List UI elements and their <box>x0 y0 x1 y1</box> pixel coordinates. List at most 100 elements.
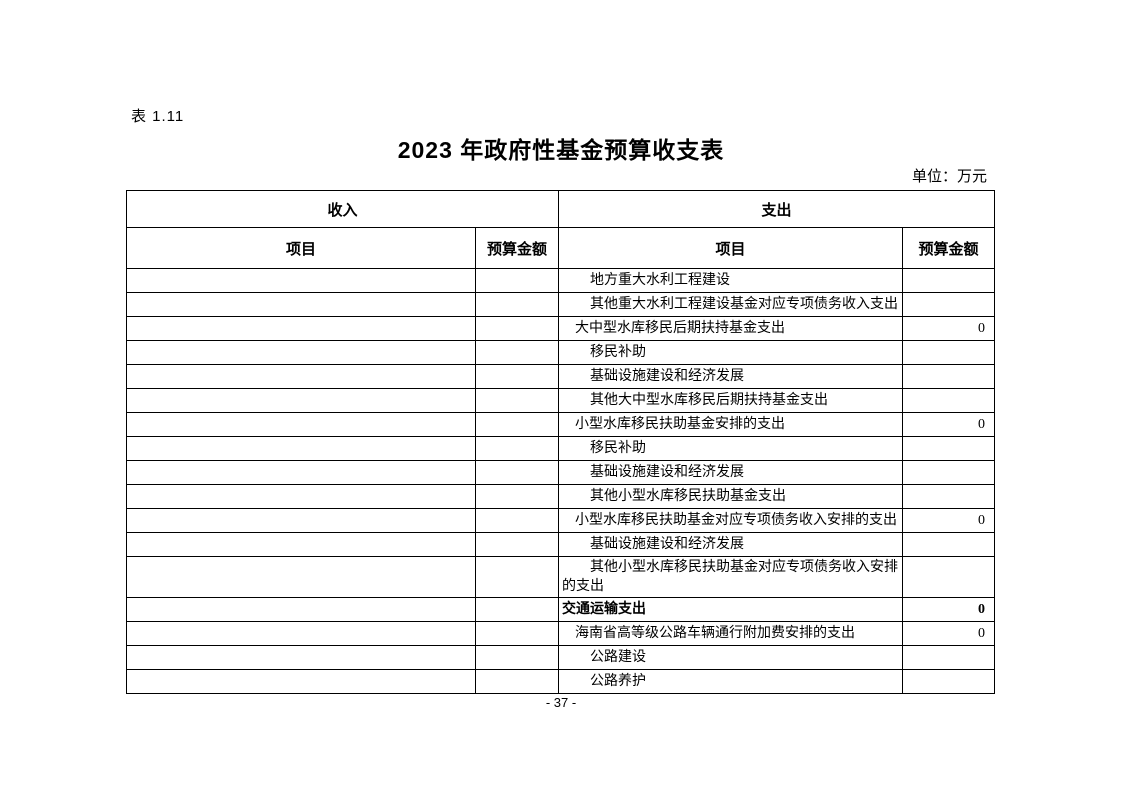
income-item-cell <box>126 532 476 557</box>
income-amount-cell <box>474 436 560 461</box>
expense-item-cell: 其他小型水库移民扶助基金对应专项债务收入安排的支出 <box>558 556 904 598</box>
expense-amount-cell <box>902 292 996 317</box>
expense-amount-cell: 0 <box>902 597 996 622</box>
income-amount-cell <box>474 484 560 509</box>
expense-amount-cell <box>902 532 996 557</box>
section-header-row: 收入 支出 <box>125 190 996 228</box>
income-item-cell <box>126 364 476 389</box>
table-row: 移民补助 <box>126 436 996 461</box>
expense-item-cell: 地方重大水利工程建设 <box>558 268 904 293</box>
expense-item-cell: 移民补助 <box>558 340 904 365</box>
expense-amount-cell <box>902 340 996 365</box>
expense-amount-cell <box>902 460 996 485</box>
expense-amount-cell <box>902 364 996 389</box>
income-item-cell <box>126 508 476 533</box>
income-amount-cell <box>474 292 560 317</box>
table-row: 交通运输支出 0 <box>126 597 996 622</box>
table-row: 地方重大水利工程建设 <box>126 268 996 293</box>
table-row: 海南省高等级公路车辆通行附加费安排的支出 0 <box>126 621 996 646</box>
income-amount-cell <box>474 460 560 485</box>
income-item-cell <box>126 316 476 341</box>
income-amount-cell <box>474 412 560 437</box>
expense-item-cell: 移民补助 <box>558 436 904 461</box>
expense-amount-cell <box>902 645 996 670</box>
table-row: 公路建设 <box>126 645 996 670</box>
expense-item-cell: 大中型水库移民后期扶持基金支出 <box>558 316 904 341</box>
expense-item-cell: 公路建设 <box>558 645 904 670</box>
expense-section-header: 支出 <box>558 190 996 228</box>
column-header-row: 项目 预算金额 项目 预算金额 <box>126 227 996 269</box>
income-amount-cell <box>474 340 560 365</box>
budget-table-body: 地方重大水利工程建设 其他重大水利工程建设基金对应专项债务收入支出 大中型水库移… <box>126 268 996 694</box>
table-row: 大中型水库移民后期扶持基金支出 0 <box>126 316 996 341</box>
income-amount-cell <box>474 556 560 598</box>
table-row: 基础设施建设和经济发展 <box>126 460 996 485</box>
expense-item-cell: 交通运输支出 <box>558 597 904 622</box>
expense-amount-cell <box>902 268 996 293</box>
table-row: 小型水库移民扶助基金安排的支出 0 <box>126 412 996 437</box>
expense-item-cell: 基础设施建设和经济发展 <box>558 460 904 485</box>
income-item-cell <box>126 645 476 670</box>
expense-item-cell: 其他小型水库移民扶助基金支出 <box>558 484 904 509</box>
expense-amount-cell: 0 <box>902 508 996 533</box>
income-item-cell <box>126 436 476 461</box>
income-item-cell <box>126 556 476 598</box>
income-amount-cell <box>474 621 560 646</box>
table-row: 移民补助 <box>126 340 996 365</box>
budget-table: 收入 支出 项目 预算金额 项目 预算金额 地方重大水利工程建设 其他重大水利工… <box>125 190 996 694</box>
table-row: 其他大中型水库移民后期扶持基金支出 <box>126 388 996 413</box>
income-item-cell <box>126 292 476 317</box>
expense-amount-cell <box>902 556 996 598</box>
expense-item-cell: 基础设施建设和经济发展 <box>558 364 904 389</box>
expense-amount-cell: 0 <box>902 621 996 646</box>
income-amount-cell <box>474 268 560 293</box>
table-row: 基础设施建设和经济发展 <box>126 364 996 389</box>
expense-item-cell: 基础设施建设和经济发展 <box>558 532 904 557</box>
income-amount-cell <box>474 508 560 533</box>
expense-amount-cell <box>902 669 996 694</box>
income-amount-cell <box>474 597 560 622</box>
expense-item-cell: 其他重大水利工程建设基金对应专项债务收入支出 <box>558 292 904 317</box>
table-row: 基础设施建设和经济发展 <box>126 532 996 557</box>
income-item-cell <box>126 388 476 413</box>
table-row: 公路养护 <box>126 669 996 694</box>
income-item-cell <box>126 484 476 509</box>
expense-item-cell: 小型水库移民扶助基金安排的支出 <box>558 412 904 437</box>
expense-item-cell: 海南省高等级公路车辆通行附加费安排的支出 <box>558 621 904 646</box>
income-item-cell <box>126 621 476 646</box>
income-item-column-header: 项目 <box>126 227 476 269</box>
expense-amount-cell: 0 <box>902 412 996 437</box>
budget-table-header: 收入 支出 项目 预算金额 项目 预算金额 <box>125 190 996 269</box>
income-amount-cell <box>474 316 560 341</box>
page-number: - 37 - <box>545 695 577 710</box>
income-item-cell <box>126 268 476 293</box>
table-row: 小型水库移民扶助基金对应专项债务收入安排的支出 0 <box>126 508 996 533</box>
page-title: 2023 年政府性基金预算收支表 <box>397 137 725 163</box>
income-amount-cell <box>474 532 560 557</box>
income-section-header: 收入 <box>125 190 560 228</box>
income-amount-cell <box>474 364 560 389</box>
table-number-label: 表 1.11 <box>131 108 185 125</box>
table-row: 其他小型水库移民扶助基金支出 <box>126 484 996 509</box>
expense-item-cell: 公路养护 <box>558 669 904 694</box>
table-row: 其他小型水库移民扶助基金对应专项债务收入安排的支出 <box>126 556 996 598</box>
expense-amount-cell <box>902 388 996 413</box>
income-item-cell <box>126 460 476 485</box>
expense-amount-cell <box>902 484 996 509</box>
expense-amount-cell <box>902 436 996 461</box>
income-amount-cell <box>474 645 560 670</box>
income-amount-cell <box>474 388 560 413</box>
income-item-cell <box>126 669 476 694</box>
expense-item-column-header: 项目 <box>558 227 904 269</box>
expense-amount-column-header: 预算金额 <box>902 227 996 269</box>
expense-item-cell: 其他大中型水库移民后期扶持基金支出 <box>558 388 904 413</box>
income-item-cell <box>126 340 476 365</box>
income-amount-cell <box>474 669 560 694</box>
unit-label: 单位：万元 <box>911 169 987 185</box>
table-row: 其他重大水利工程建设基金对应专项债务收入支出 <box>126 292 996 317</box>
income-amount-column-header: 预算金额 <box>474 227 560 269</box>
income-item-cell <box>126 412 476 437</box>
income-item-cell <box>126 597 476 622</box>
expense-item-cell: 小型水库移民扶助基金对应专项债务收入安排的支出 <box>558 508 904 533</box>
